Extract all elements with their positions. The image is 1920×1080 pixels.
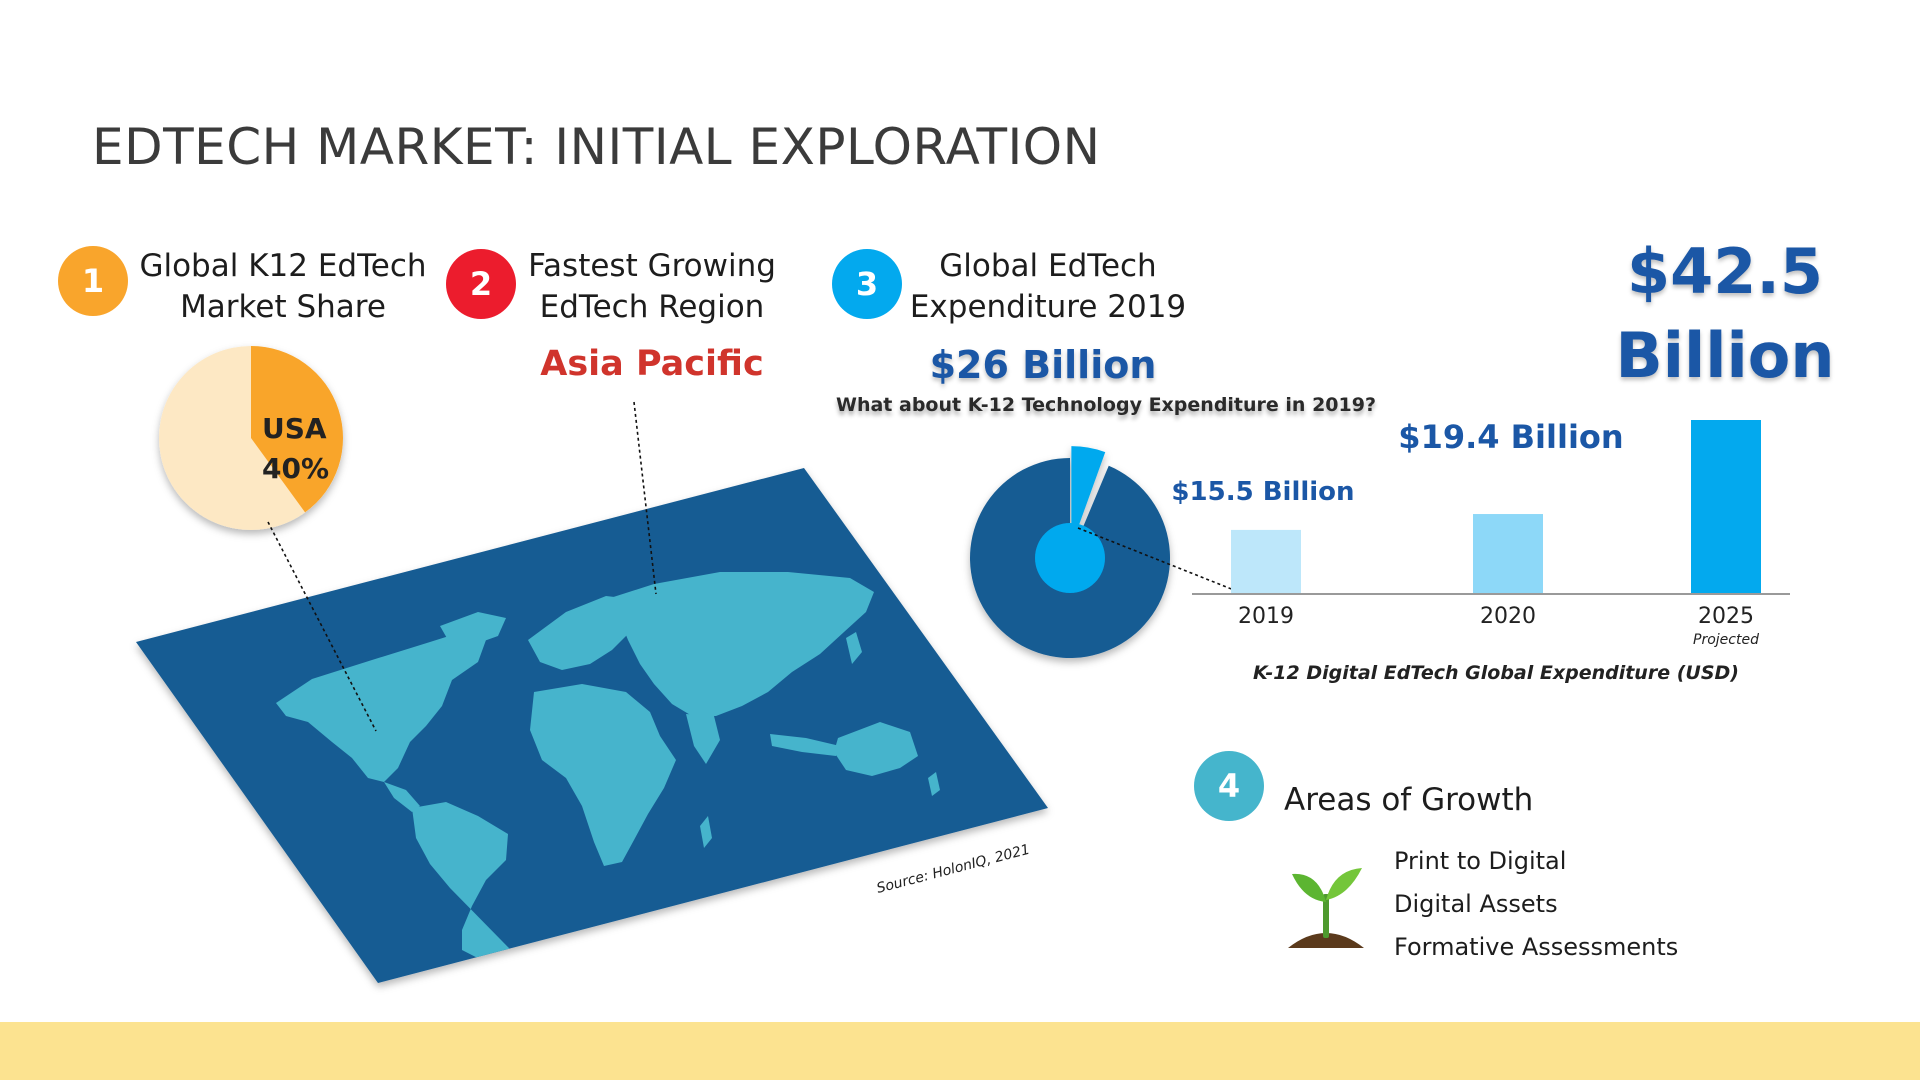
badge-1: 1	[58, 246, 128, 316]
chart-title: K-12 Digital EdTech Global Expenditure (…	[1253, 662, 1739, 684]
growth-item-digital-assets: Digital Assets	[1394, 890, 1558, 918]
new-zealand-shape	[928, 772, 940, 796]
heading-line-2: Market Share	[180, 289, 386, 325]
africa-shape	[530, 684, 676, 866]
pie-label-percent: 40%	[262, 452, 329, 485]
heading-line-2: Expenditure 2019	[909, 289, 1187, 325]
source-note: Source: HolonIQ, 2021	[875, 842, 1032, 897]
expenditure-value: $26 Billion	[929, 343, 1157, 387]
bar-2020	[1473, 514, 1543, 593]
region-name: Asia Pacific	[540, 344, 764, 384]
madagascar-shape	[700, 816, 712, 848]
tick-label-2025: 2025	[1698, 604, 1754, 629]
data-label-2019: $15.5 Billion	[1171, 477, 1354, 507]
growth-heading: Areas of Growth	[1284, 782, 1534, 818]
bar-2019	[1231, 529, 1301, 593]
pie-center	[1035, 523, 1105, 593]
sprout-icon	[1288, 868, 1364, 948]
asia-shape	[604, 572, 874, 716]
growth-list: Print to Digital Digital Assets Formativ…	[1394, 840, 1678, 969]
market-share-heading: Global K12 EdTech Market Share	[138, 246, 428, 328]
tick-label-2020: 2020	[1480, 604, 1536, 629]
footer-band	[0, 1022, 1920, 1080]
heading-line-1: Fastest Growing	[528, 248, 776, 284]
heading-line-1: Global K12 EdTech	[139, 248, 427, 284]
pie-slice-usa	[251, 346, 344, 513]
market-share-pie	[159, 346, 344, 530]
page-title: EDTECH MARKET: INITIAL EXPLORATION	[92, 118, 1101, 176]
australia-shape	[834, 722, 918, 776]
japan-shape	[846, 632, 862, 664]
k12-bar-chart: 2019 2020 2025 Projected $15.5 Billion $19.4 …	[1171, 418, 1790, 648]
heading-line-1: Global EdTech	[939, 248, 1157, 284]
big-value-line-1: $42.5	[1626, 235, 1824, 308]
central-america-shape	[384, 782, 420, 812]
expenditure-heading: Global EdTech Expenditure 2019	[908, 246, 1188, 328]
badge-2: 2	[446, 249, 516, 319]
world-map-land	[276, 572, 940, 983]
north-america-shape	[276, 630, 486, 782]
bar-2025	[1691, 420, 1761, 593]
south-america-shape	[412, 802, 560, 983]
k12-question: What about K-12 Technology Expenditure i…	[836, 394, 1376, 416]
heading-line-2: EdTech Region	[539, 289, 765, 325]
greenland-shape	[440, 612, 506, 646]
indonesia-shape	[770, 734, 840, 756]
growth-item-formative-assessments: Formative Assessments	[1394, 933, 1679, 961]
connector-asia-pacific	[633, 401, 657, 595]
pie-label-usa: USA	[262, 412, 327, 445]
pie-slice-k12	[1071, 446, 1106, 547]
india-shape	[686, 714, 720, 764]
data-label-2020: $19.4 Billion	[1398, 418, 1623, 456]
tick-note-2025: Projected	[1693, 632, 1759, 648]
badge-4: 4	[1194, 751, 1264, 821]
big-value-2025: $42.5 Billion	[1590, 230, 1860, 398]
badge-3: 3	[832, 249, 902, 319]
big-value-line-2: Billion	[1615, 319, 1835, 392]
growth-item-print-to-digital: Print to Digital	[1394, 847, 1567, 875]
expenditure-pie	[970, 446, 1171, 658]
tick-label-2019: 2019	[1238, 604, 1294, 629]
connector-k12	[1077, 527, 1235, 591]
fastest-region-heading: Fastest Growing EdTech Region	[515, 246, 789, 328]
